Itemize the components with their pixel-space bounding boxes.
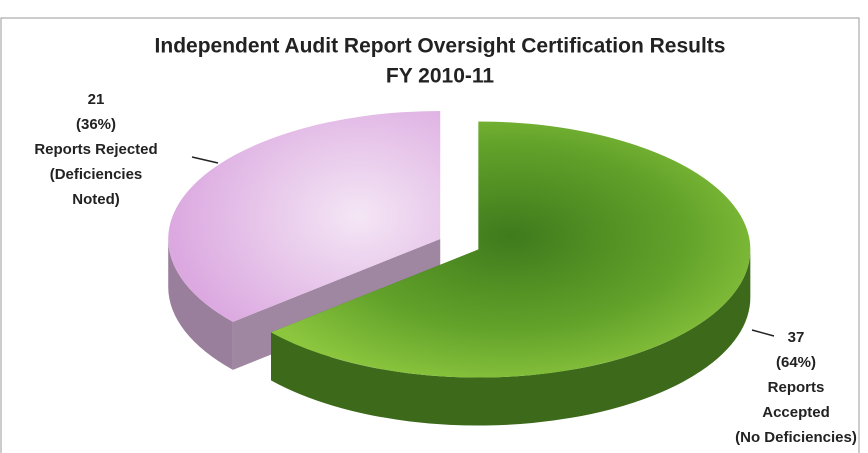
category-label: Noted) [72, 191, 120, 208]
category-label: Accepted [762, 404, 830, 421]
percent-label: (64%) [776, 354, 816, 371]
slice-side [271, 249, 751, 426]
slice [168, 110, 441, 322]
leader-line [751, 329, 775, 337]
category-label: (No Deficiencies) [735, 429, 857, 446]
data-label: 37 [788, 329, 805, 346]
category-label: Reports Rejected [34, 141, 157, 158]
data-label: 21 [88, 91, 105, 108]
frame [0, 17, 860, 453]
slice [271, 121, 751, 378]
leader-line [191, 156, 219, 164]
category-label: Reports [768, 379, 825, 396]
percent-label: (36%) [76, 116, 116, 133]
chart-subtitle: FY 2010-11 [386, 65, 495, 88]
slice-side [168, 238, 233, 370]
chart-title: Independent Audit Report Oversight Certi… [155, 35, 726, 58]
category-label: (Deficiencies [50, 166, 143, 183]
